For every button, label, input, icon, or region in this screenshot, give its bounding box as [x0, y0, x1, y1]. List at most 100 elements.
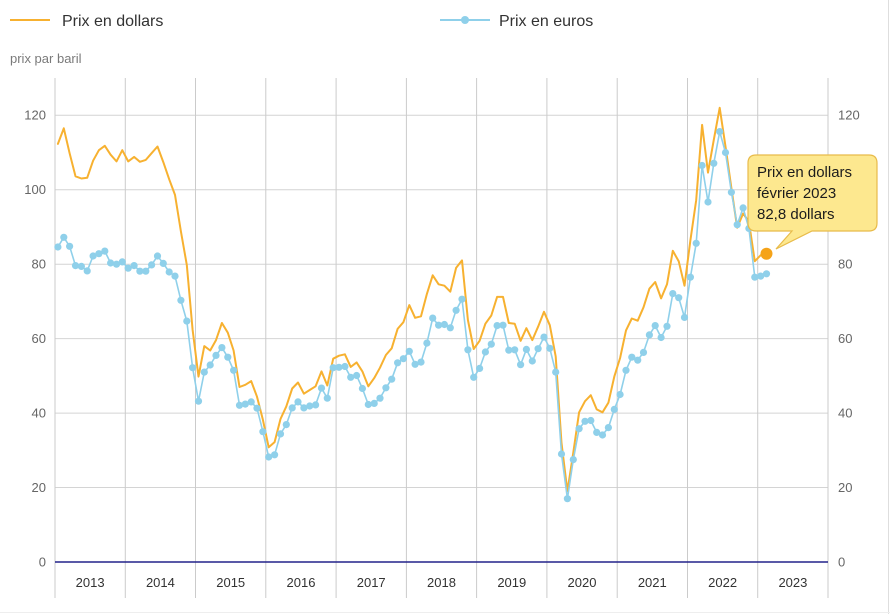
euros-data-point[interactable] — [177, 296, 185, 304]
euros-data-point[interactable] — [271, 451, 279, 459]
euros-data-point[interactable] — [528, 357, 536, 365]
euros-data-point[interactable] — [411, 360, 419, 368]
euros-data-point[interactable] — [628, 353, 636, 361]
euros-data-point[interactable] — [698, 161, 706, 170]
euros-data-point[interactable] — [534, 345, 542, 353]
euros-data-point[interactable] — [353, 371, 361, 380]
euros-data-point[interactable] — [364, 400, 372, 409]
euros-data-point[interactable] — [669, 290, 677, 298]
euros-data-point[interactable] — [686, 273, 695, 281]
euros-data-point[interactable] — [66, 242, 74, 250]
euros-data-point[interactable] — [593, 428, 601, 436]
euros-data-point[interactable] — [306, 402, 314, 410]
euros-data-point[interactable] — [60, 233, 68, 241]
euros-data-point[interactable] — [423, 339, 431, 347]
euros-data-point[interactable] — [183, 317, 191, 325]
legend-item-euros[interactable]: Prix en euros — [440, 13, 593, 30]
euros-data-point[interactable] — [388, 375, 396, 383]
euros-data-point[interactable] — [358, 384, 366, 393]
euros-data-point[interactable] — [464, 346, 472, 354]
euros-data-point[interactable] — [751, 273, 759, 281]
euros-data-point[interactable] — [587, 416, 595, 425]
euros-data-point[interactable] — [493, 322, 501, 330]
euros-data-point[interactable] — [452, 306, 460, 314]
euros-data-point[interactable] — [616, 390, 624, 399]
euros-data-point[interactable] — [399, 355, 407, 363]
euros-data-point[interactable] — [458, 295, 466, 303]
euros-data-point[interactable] — [124, 264, 132, 272]
euros-data-point[interactable] — [247, 398, 255, 406]
euros-data-point[interactable] — [557, 450, 566, 458]
euros-data-point[interactable] — [604, 424, 613, 432]
euros-data-point[interactable] — [54, 243, 62, 251]
euros-data-point[interactable] — [71, 262, 80, 270]
legend-item-dollars[interactable]: Prix en dollars — [10, 13, 163, 30]
euros-data-point[interactable] — [341, 362, 349, 371]
euros-data-point[interactable] — [581, 417, 589, 425]
euros-data-point[interactable] — [101, 247, 109, 255]
euros-data-point[interactable] — [130, 262, 138, 270]
euros-data-point[interactable] — [675, 294, 683, 302]
euros-data-point[interactable] — [294, 398, 302, 406]
euros-data-point[interactable] — [323, 394, 331, 402]
euros-data-point[interactable] — [575, 425, 583, 433]
euros-data-point[interactable] — [435, 321, 443, 329]
euros-data-point[interactable] — [446, 324, 454, 332]
euros-data-point[interactable] — [107, 259, 115, 267]
euros-data-point[interactable] — [224, 353, 232, 361]
euros-data-point[interactable] — [95, 250, 103, 258]
euros-data-point[interactable] — [253, 404, 261, 412]
euros-data-point[interactable] — [259, 428, 267, 436]
euros-data-point[interactable] — [692, 239, 700, 247]
euros-data-point[interactable] — [241, 400, 249, 408]
euros-data-point[interactable] — [440, 320, 448, 329]
euros-data-point[interactable] — [194, 397, 203, 405]
euros-data-point[interactable] — [405, 347, 413, 355]
euros-data-point[interactable] — [610, 405, 618, 413]
euros-data-point[interactable] — [540, 333, 548, 341]
euros-data-point[interactable] — [517, 361, 525, 369]
euros-data-point[interactable] — [329, 364, 337, 372]
euros-data-point[interactable] — [382, 384, 390, 392]
euros-data-point[interactable] — [300, 404, 308, 412]
euros-data-point[interactable] — [142, 267, 150, 275]
euros-data-point[interactable] — [645, 331, 654, 339]
euros-data-point[interactable] — [206, 361, 214, 369]
euros-data-point[interactable] — [505, 346, 513, 354]
euros-data-point[interactable] — [112, 260, 121, 268]
euros-data-point[interactable] — [89, 252, 97, 260]
euros-data-point[interactable] — [481, 348, 489, 356]
euros-data-point[interactable] — [136, 267, 144, 275]
euros-data-point[interactable] — [762, 270, 771, 278]
highlighted-data-point[interactable] — [760, 247, 773, 260]
euros-data-point[interactable] — [721, 148, 730, 157]
euros-data-point[interactable] — [171, 272, 179, 280]
euros-data-point[interactable] — [470, 373, 478, 381]
euros-data-point[interactable] — [235, 401, 244, 409]
euros-data-point[interactable] — [189, 364, 197, 372]
euros-data-point[interactable] — [370, 399, 378, 407]
euros-data-point[interactable] — [417, 358, 425, 366]
euros-data-point[interactable] — [230, 366, 238, 374]
euros-data-point[interactable] — [704, 198, 712, 206]
euros-data-point[interactable] — [335, 363, 343, 371]
euros-data-point[interactable] — [282, 421, 290, 429]
euros-data-point[interactable] — [569, 456, 577, 464]
euros-data-point[interactable] — [546, 344, 554, 352]
euros-data-point[interactable] — [153, 252, 162, 260]
euros-data-point[interactable] — [487, 340, 495, 348]
euros-data-point[interactable] — [347, 373, 355, 381]
euros-data-point[interactable] — [148, 261, 156, 269]
euros-data-point[interactable] — [634, 356, 642, 364]
euros-data-point[interactable] — [276, 430, 285, 438]
euros-data-point[interactable] — [265, 453, 273, 461]
euros-data-point[interactable] — [727, 188, 736, 196]
euros-data-point[interactable] — [288, 404, 296, 412]
euros-data-point[interactable] — [165, 268, 173, 276]
euros-data-point[interactable] — [663, 322, 671, 330]
euros-data-point[interactable] — [733, 221, 741, 229]
euros-data-point[interactable] — [77, 262, 85, 270]
euros-data-point[interactable] — [429, 314, 437, 322]
euros-data-point[interactable] — [522, 345, 531, 353]
euros-data-point[interactable] — [218, 344, 226, 352]
